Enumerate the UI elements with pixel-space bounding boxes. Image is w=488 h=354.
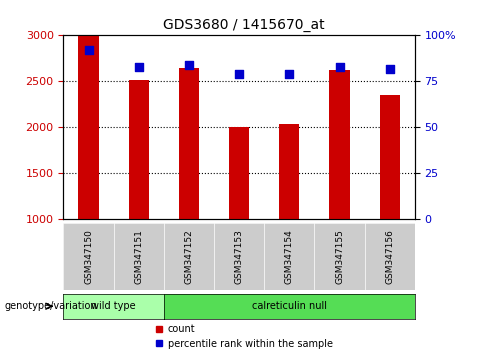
- Text: calreticulin null: calreticulin null: [252, 301, 327, 311]
- Point: [135, 64, 142, 69]
- Text: GSM347151: GSM347151: [134, 229, 143, 284]
- Bar: [380, 95, 400, 219]
- Bar: [79, 0, 99, 219]
- Point: [185, 62, 193, 68]
- Legend: count, percentile rank within the sample: count, percentile rank within the sample: [151, 320, 337, 353]
- Text: GSM347153: GSM347153: [235, 229, 244, 284]
- Point: [235, 71, 243, 77]
- Text: GSM347155: GSM347155: [335, 229, 344, 284]
- Point: [285, 71, 293, 77]
- Bar: [229, 126, 249, 219]
- Text: genotype/variation: genotype/variation: [5, 301, 98, 311]
- Text: GSM347154: GSM347154: [285, 229, 294, 284]
- Bar: [329, 70, 349, 219]
- Text: GSM347150: GSM347150: [84, 229, 93, 284]
- Bar: [179, 68, 199, 219]
- Point: [336, 64, 344, 69]
- Text: GSM347156: GSM347156: [385, 229, 394, 284]
- Text: wild type: wild type: [91, 301, 136, 311]
- Text: GSM347152: GSM347152: [184, 229, 193, 284]
- Text: GDS3680 / 1415670_at: GDS3680 / 1415670_at: [163, 18, 325, 32]
- Point: [386, 66, 394, 72]
- Bar: [279, 124, 299, 219]
- Bar: [129, 80, 149, 219]
- Point: [84, 47, 92, 53]
